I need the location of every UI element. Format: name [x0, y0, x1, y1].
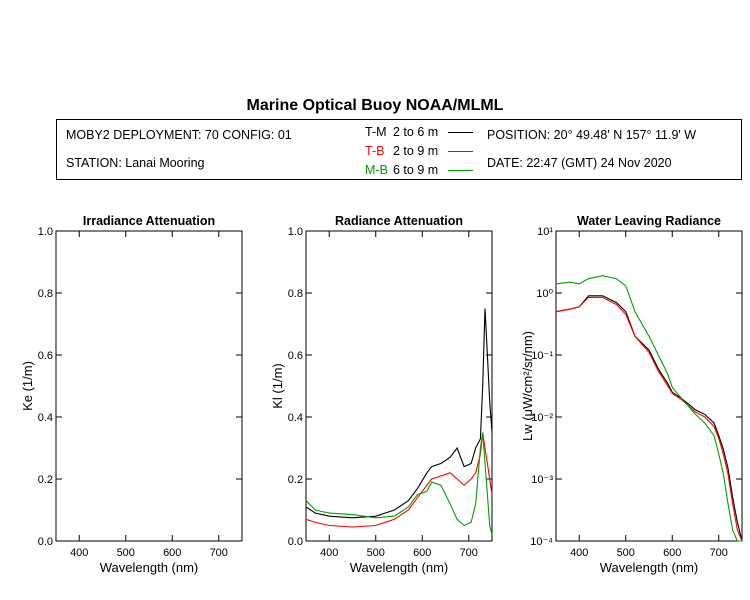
y-tick-label-0-1: 0.2: [38, 474, 53, 486]
deployment-text: MOBY2 DEPLOYMENT: 70 CONFIG: 01: [66, 128, 292, 142]
legend-range-tb: 2 to 9 m: [393, 144, 439, 158]
y-tick-label-1-2: 0.4: [288, 412, 303, 424]
x-tick-label-1-2: 600: [413, 547, 431, 559]
y-tick-label-1-0: 0.0: [288, 536, 303, 548]
y-tick-label-2-0: 10¹: [537, 226, 553, 238]
y-axis-label-0: Ke (1/m): [20, 361, 35, 411]
x-tick-label-2-3: 700: [710, 547, 728, 559]
date-text: DATE: 22:47 (GMT) 24 Nov 2020: [487, 156, 672, 170]
y-tick-label-0-0: 0.0: [38, 536, 53, 548]
y-tick-label-0-5: 1.0: [38, 226, 53, 238]
legend-code-tb: T-B: [365, 144, 385, 158]
y-tick-label-2-2: 10⁻¹: [531, 350, 553, 362]
legend-range-tm: 2 to 6 m: [393, 125, 439, 139]
series-line-2-t-m: [555, 295, 743, 542]
x-tick-label-0-1: 500: [117, 547, 135, 559]
y-tick-label-0-4: 0.8: [38, 288, 53, 300]
y-axis-label-1: Kl (1/m): [270, 363, 285, 409]
y-tick-label-2-1: 10⁰: [536, 288, 553, 300]
y-axis-label-2: Lw (μW/cm²/sr/nm): [520, 331, 535, 441]
plot-frame-2: [555, 230, 743, 542]
y-tick-label-1-1: 0.2: [288, 474, 303, 486]
x-axis-label-2: Wavelength (nm): [600, 560, 699, 575]
x-tick-label-2-2: 600: [663, 547, 681, 559]
series-line-2-t-b: [555, 296, 743, 542]
series-line-1-m-b: [305, 432, 493, 535]
legend-line-tb: [448, 151, 473, 152]
x-tick-label-1-1: 500: [367, 547, 385, 559]
x-tick-label-2-1: 500: [617, 547, 635, 559]
legend-line-tm: [448, 132, 473, 133]
x-tick-label-1-0: 400: [320, 547, 338, 559]
y-tick-label-0-3: 0.6: [38, 350, 53, 362]
x-tick-label-2-0: 400: [570, 547, 588, 559]
legend-range-mb: 6 to 9 m: [393, 163, 439, 177]
x-tick-label-0-0: 400: [70, 547, 88, 559]
station-text: STATION: Lanai Mooring: [66, 156, 205, 170]
chart-title-2: Water Leaving Radiance: [577, 214, 721, 228]
x-tick-label-0-2: 600: [163, 547, 181, 559]
series-line-1-t-b: [305, 432, 493, 528]
y-tick-label-0-2: 0.4: [38, 412, 53, 424]
x-tick-label-1-3: 700: [460, 547, 478, 559]
x-axis-label-1: Wavelength (nm): [350, 560, 449, 575]
legend-line-mb: [448, 170, 473, 171]
page-title: Marine Optical Buoy NOAA/MLML: [246, 97, 504, 114]
y-tick-label-1-3: 0.6: [288, 350, 303, 362]
legend-code-tm: T-M: [365, 125, 387, 139]
x-axis-label-0: Wavelength (nm): [100, 560, 199, 575]
y-tick-label-2-3: 10⁻²: [531, 412, 553, 424]
position-text: POSITION: 20° 49.48' N 157° 11.9' W: [487, 128, 697, 142]
plot-frame-1: [305, 230, 493, 542]
y-tick-label-2-4: 10⁻³: [531, 474, 553, 486]
y-tick-label-2-5: 10⁻⁴: [530, 536, 553, 548]
info-box: MOBY2 DEPLOYMENT: 70 CONFIG: 01 STATION:…: [56, 119, 742, 180]
chart-title-0: Irradiance Attenuation: [83, 214, 215, 228]
y-tick-label-1-4: 0.8: [288, 288, 303, 300]
plot-frame-0: [55, 230, 243, 542]
series-line-2-m-b: [555, 275, 742, 542]
series-line-1-t-m: [305, 308, 493, 519]
legend-code-mb: M-B: [365, 163, 388, 177]
y-tick-label-1-5: 1.0: [288, 226, 303, 238]
chart-title-1: Radiance Attenuation: [335, 214, 463, 228]
x-tick-label-0-3: 700: [210, 547, 228, 559]
